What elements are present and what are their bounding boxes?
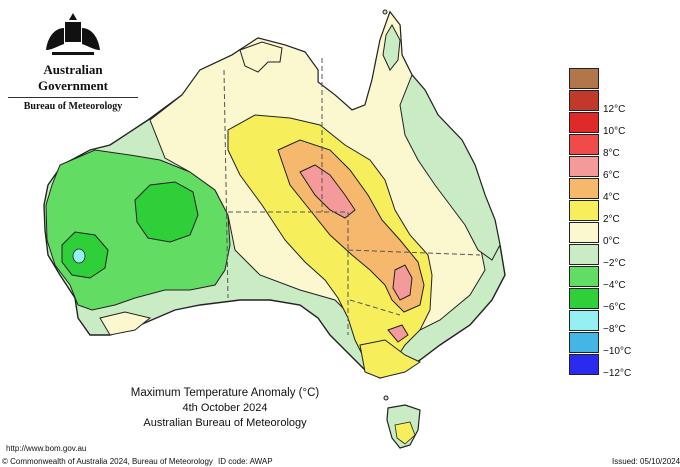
bureau-name: Bureau of Meteorology (8, 97, 138, 112)
legend-label: −12°C (603, 368, 632, 379)
legend-item: 4°C (569, 178, 679, 203)
map-titles: Maximum Temperature Anomaly (°C) 4th Oct… (110, 386, 340, 431)
legend-label: 10°C (603, 126, 626, 137)
legend-label: −10°C (603, 346, 632, 357)
legend-label: 8°C (603, 148, 620, 159)
australia-map (43, 9, 506, 449)
region-plus-6-to-8-central (299, 164, 356, 219)
region-plus-6-to-8-victoria (387, 324, 409, 343)
copyright-text: © Commonwealth of Australia 2024, Bureau… (2, 457, 213, 466)
legend-swatch (569, 310, 599, 331)
region-minus-6-spot (72, 248, 86, 264)
legend-swatch (569, 178, 599, 199)
government-logo: Australian Government Bureau of Meteorol… (8, 10, 138, 112)
legend-item: 0°C (569, 222, 679, 247)
coat-of-arms-icon (46, 13, 100, 55)
legend-item: −8°C (569, 310, 679, 335)
legend-label: −4°C (603, 280, 626, 291)
legend-item: −2°C (569, 244, 679, 269)
legend-swatch (569, 68, 599, 89)
region-plus-6-to-8-south (392, 264, 413, 301)
bom-url[interactable]: http://www.bom.gov.au (6, 444, 87, 453)
region-plus-2-to-4 (227, 114, 433, 373)
legend-swatch (569, 266, 599, 287)
state-borders (223, 58, 481, 335)
region-green-cape (382, 23, 401, 71)
legend-swatch (569, 134, 599, 155)
legend-label: 12°C (603, 104, 626, 115)
tasmania-warm-region (394, 421, 416, 445)
legend-item: −4°C (569, 266, 679, 291)
legend-swatch (569, 288, 599, 309)
legend-label: 4°C (603, 192, 620, 203)
island-dot (383, 395, 389, 401)
legend-item: −10°C (569, 332, 679, 357)
id-code: ID code: AWAP (218, 457, 273, 466)
footer: © Commonwealth of Australia 2024, Bureau… (0, 455, 680, 467)
legend-item: 8°C (569, 134, 679, 159)
legend-label: −2°C (603, 258, 626, 269)
legend-item: 2°C (569, 200, 679, 225)
legend-swatch (569, 332, 599, 353)
legend-label: −6°C (603, 302, 626, 313)
map-date: 4th October 2024 (182, 402, 268, 414)
region-zero-south-west-coast (99, 311, 152, 336)
legend-item: 10°C (569, 112, 679, 137)
legend-label: 6°C (603, 170, 620, 181)
island-dot (382, 9, 388, 15)
legend-top-swatch (569, 68, 679, 90)
legend-swatch (569, 90, 599, 111)
region-green-east-coast (399, 74, 501, 261)
legend-swatch (569, 222, 599, 243)
legend-item: 6°C (569, 156, 679, 181)
legend-swatch (569, 200, 599, 221)
map-source: Australian Bureau of Meteorology (143, 417, 307, 429)
legend-swatch (569, 112, 599, 133)
legend-swatch (569, 354, 599, 375)
region-minus-4-to-6-central-west (134, 181, 199, 243)
legend-label: −8°C (603, 324, 626, 335)
government-name: Australian Government (37, 62, 109, 93)
legend-bottom-swatch (569, 354, 679, 376)
region-green-kimberley (239, 41, 283, 73)
legend-swatch (569, 156, 599, 177)
map-title: Maximum Temperature Anomaly (°C) (130, 387, 320, 399)
legend-swatch (569, 244, 599, 265)
legend-item: −6°C (569, 288, 679, 313)
issued-date: Issued: 05/10/2024 (612, 457, 680, 466)
region-plus-2-victoria (359, 339, 422, 379)
legend-item: 12°C (569, 90, 679, 115)
legend-label: 0°C (603, 236, 620, 247)
legend-label: 2°C (603, 214, 620, 225)
